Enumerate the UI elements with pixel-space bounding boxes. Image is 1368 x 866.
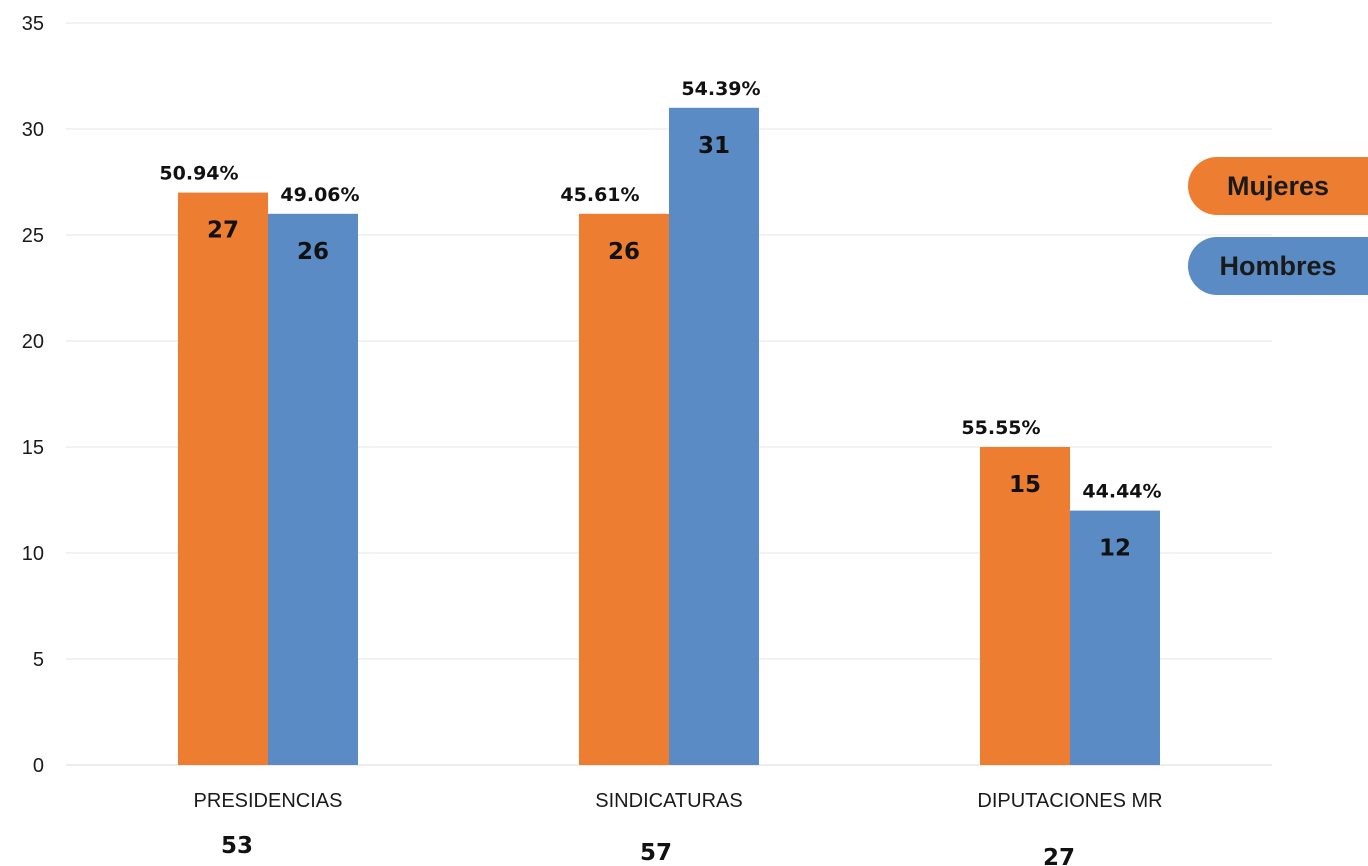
bar-hombres-2 bbox=[1070, 510, 1160, 765]
x-axis-ticks: PRESIDENCIAS SINDICATURAS DIPUTACIONES MR bbox=[194, 790, 1163, 812]
y-tick-label: 15 bbox=[22, 437, 44, 459]
y-tick-label: 35 bbox=[22, 13, 44, 35]
bar-value-label: 26 bbox=[297, 239, 329, 265]
x-tick-label: SINDICATURAS bbox=[595, 790, 742, 812]
category-total-label: 27 bbox=[1043, 845, 1075, 866]
bar-value-label: 12 bbox=[1099, 536, 1131, 562]
category-total-label: 57 bbox=[640, 840, 672, 866]
bar-percent-label: 55.55% bbox=[961, 417, 1040, 439]
bar-value-label: 26 bbox=[608, 239, 640, 265]
y-tick-label: 25 bbox=[22, 225, 44, 247]
y-tick-label: 0 bbox=[33, 755, 44, 777]
bar-hombres-0 bbox=[268, 213, 358, 766]
y-tick-label: 20 bbox=[22, 331, 44, 353]
bar-percent-label: 49.06% bbox=[280, 184, 359, 206]
legend-label-hombres: Hombres bbox=[1219, 250, 1337, 281]
legend-label-mujeres: Mujeres bbox=[1226, 170, 1330, 201]
category-totals: 53 57 27 bbox=[221, 833, 1075, 866]
bar-mujeres-1 bbox=[579, 213, 669, 766]
data-labels: 27 50.94% 26 49.06% 26 45.61% 31 54.39% 15 55.55%… bbox=[159, 78, 1161, 562]
bar-percent-label: 54.39% bbox=[681, 78, 760, 100]
y-tick-label: 5 bbox=[33, 649, 44, 671]
y-tick-label: 10 bbox=[22, 543, 44, 565]
y-axis-ticks: 0 5 10 15 20 25 30 35 bbox=[22, 13, 44, 777]
x-tick-label: DIPUTACIONES MR bbox=[977, 790, 1162, 812]
bar-percent-label: 50.94% bbox=[159, 163, 238, 185]
category-total-label: 53 bbox=[221, 833, 253, 859]
bar-value-label: 15 bbox=[1009, 472, 1041, 498]
bar-value-label: 31 bbox=[698, 133, 730, 159]
bar-mujeres-0 bbox=[178, 192, 268, 766]
bar-value-label: 27 bbox=[207, 218, 239, 244]
y-tick-label: 30 bbox=[22, 119, 44, 141]
legend-item-hombres: Hombres bbox=[1188, 237, 1368, 295]
bar-hombres-1 bbox=[669, 107, 759, 766]
bar-percent-label: 45.61% bbox=[560, 184, 639, 206]
bar-mujeres-2 bbox=[980, 447, 1070, 765]
bar-percent-label: 44.44% bbox=[1082, 481, 1161, 503]
bars bbox=[178, 107, 1160, 766]
legend-item-mujeres: Mujeres bbox=[1188, 157, 1368, 215]
x-tick-label: PRESIDENCIAS bbox=[194, 790, 343, 812]
